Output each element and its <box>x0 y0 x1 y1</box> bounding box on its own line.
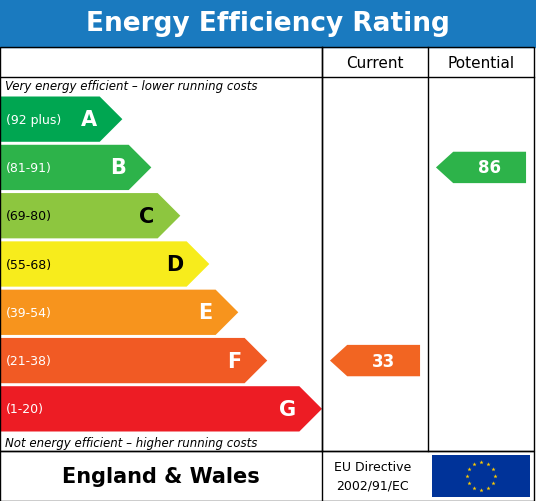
Bar <box>432 455 530 497</box>
Text: (55-68): (55-68) <box>6 258 52 271</box>
Bar <box>0 48 534 451</box>
Text: Not energy efficient – higher running costs: Not energy efficient – higher running co… <box>5 436 257 449</box>
Polygon shape <box>0 242 209 287</box>
Text: (21-38): (21-38) <box>6 354 52 367</box>
Text: A: A <box>80 110 96 130</box>
Text: (92 plus): (92 plus) <box>6 113 61 126</box>
Polygon shape <box>0 145 151 191</box>
Text: B: B <box>110 158 126 178</box>
Text: (69-80): (69-80) <box>6 210 52 223</box>
Text: Potential: Potential <box>448 56 515 70</box>
Text: England & Wales: England & Wales <box>62 466 260 486</box>
Bar <box>0 451 534 501</box>
Polygon shape <box>0 194 180 239</box>
Polygon shape <box>0 386 322 432</box>
Text: (81-91): (81-91) <box>6 162 52 174</box>
Polygon shape <box>0 290 239 335</box>
Text: Energy Efficiency Rating: Energy Efficiency Rating <box>86 11 450 37</box>
Text: C: C <box>139 206 155 226</box>
Text: F: F <box>227 351 242 371</box>
Text: G: G <box>279 399 296 419</box>
Polygon shape <box>0 338 267 383</box>
Text: 86: 86 <box>478 159 501 177</box>
Bar <box>0 0 536 48</box>
Polygon shape <box>436 152 526 184</box>
Text: (39-54): (39-54) <box>6 306 52 319</box>
Text: Current: Current <box>346 56 404 70</box>
Text: Very energy efficient – lower running costs: Very energy efficient – lower running co… <box>5 80 257 93</box>
Text: (1-20): (1-20) <box>6 403 44 415</box>
Text: 33: 33 <box>372 352 395 370</box>
Text: D: D <box>166 255 184 275</box>
Polygon shape <box>330 345 420 377</box>
Text: EU Directive
2002/91/EC: EU Directive 2002/91/EC <box>334 460 412 491</box>
Polygon shape <box>0 97 122 142</box>
Text: E: E <box>198 303 213 323</box>
